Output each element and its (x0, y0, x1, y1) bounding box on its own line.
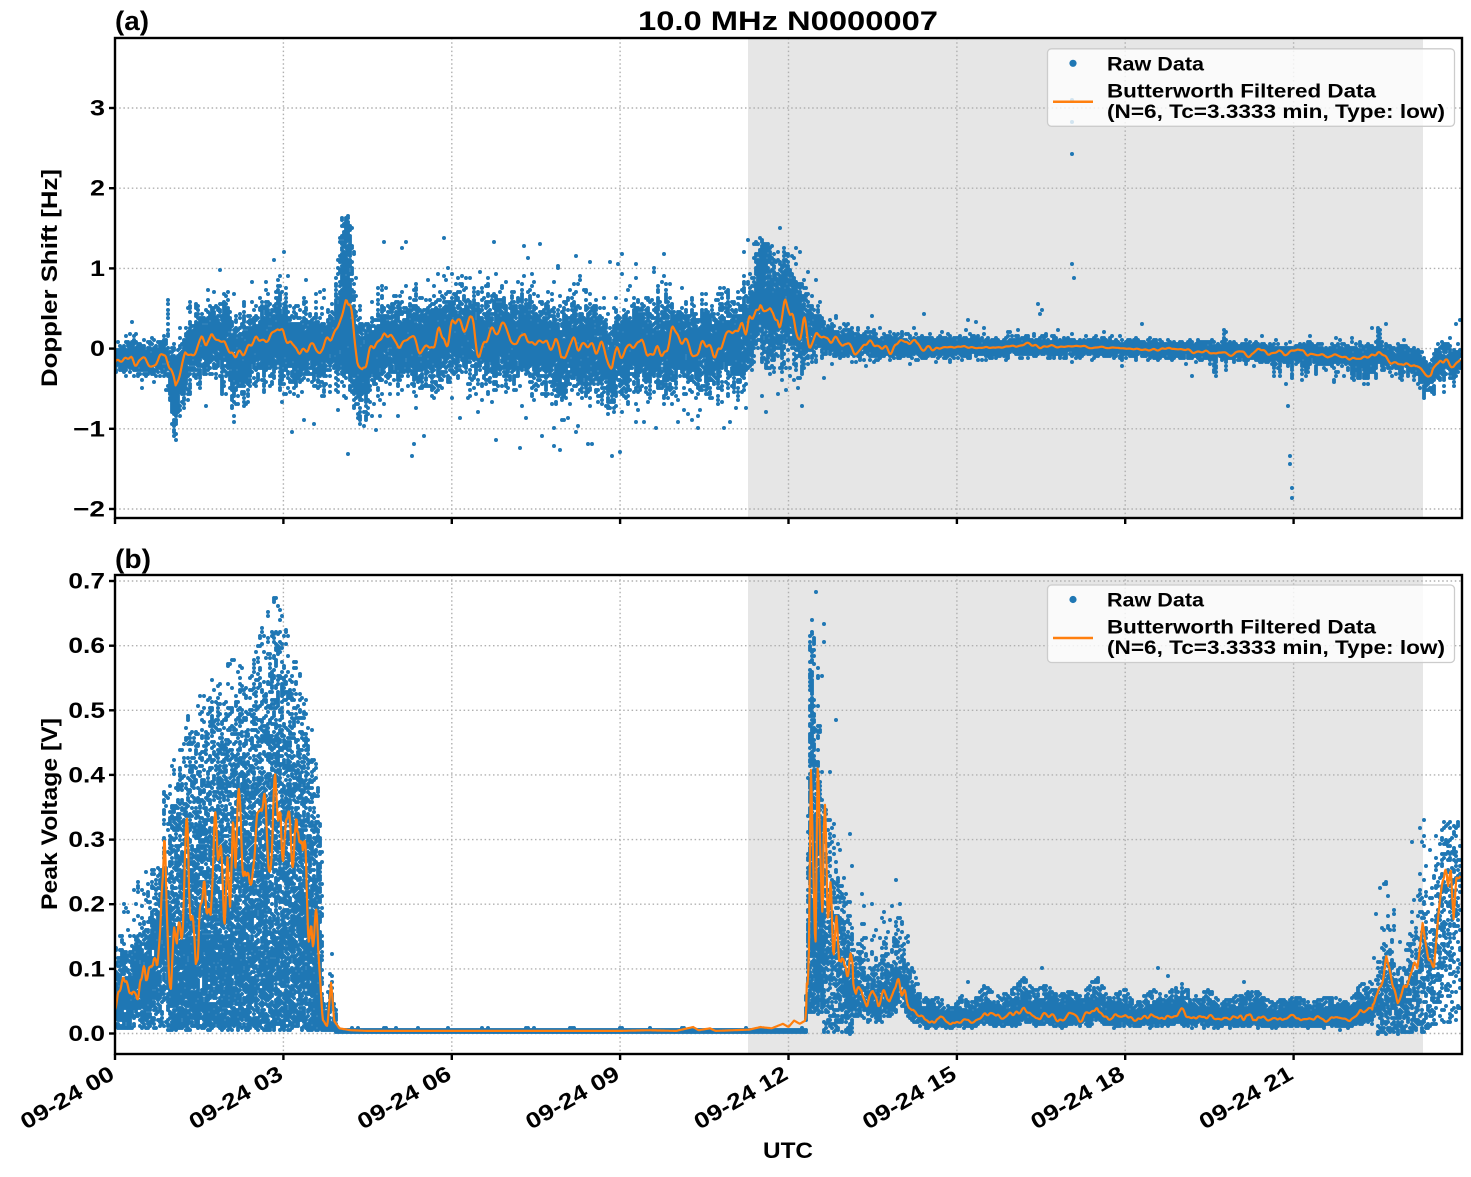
svg-text:Peak Voltage [V]: Peak Voltage [V] (37, 718, 62, 910)
svg-text:(N=6, Tc=3.3333 min, Type: low: (N=6, Tc=3.3333 min, Type: low) (1107, 637, 1445, 659)
svg-text:2: 2 (90, 176, 105, 201)
svg-text:(b): (b) (115, 544, 151, 574)
svg-text:0.2: 0.2 (68, 892, 105, 917)
svg-text:(a): (a) (115, 6, 149, 36)
svg-text:3: 3 (90, 96, 105, 121)
svg-text:(N=6, Tc=3.3333 min, Type: low: (N=6, Tc=3.3333 min, Type: low) (1107, 101, 1445, 123)
svg-text:Raw Data: Raw Data (1107, 590, 1204, 612)
svg-text:0.5: 0.5 (68, 698, 105, 723)
svg-text:Butterworth Filtered Data: Butterworth Filtered Data (1107, 80, 1376, 102)
svg-text:0.7: 0.7 (68, 569, 105, 594)
svg-text:0.3: 0.3 (68, 827, 105, 852)
svg-text:Doppler Shift [Hz]: Doppler Shift [Hz] (37, 169, 62, 387)
svg-text:1: 1 (90, 256, 105, 281)
svg-text:−2: −2 (73, 497, 105, 522)
svg-text:Raw Data: Raw Data (1107, 53, 1204, 75)
svg-text:Butterworth Filtered Data: Butterworth Filtered Data (1107, 617, 1376, 639)
svg-text:0.0: 0.0 (68, 1021, 105, 1046)
svg-text:0.1: 0.1 (68, 956, 105, 981)
svg-text:UTC: UTC (763, 1138, 813, 1163)
svg-text:0.6: 0.6 (68, 633, 105, 658)
svg-text:0.4: 0.4 (68, 762, 106, 787)
svg-text:−1: −1 (73, 416, 105, 441)
svg-text:0: 0 (90, 336, 105, 361)
svg-text:10.0 MHz N0000007: 10.0 MHz N0000007 (638, 6, 938, 36)
